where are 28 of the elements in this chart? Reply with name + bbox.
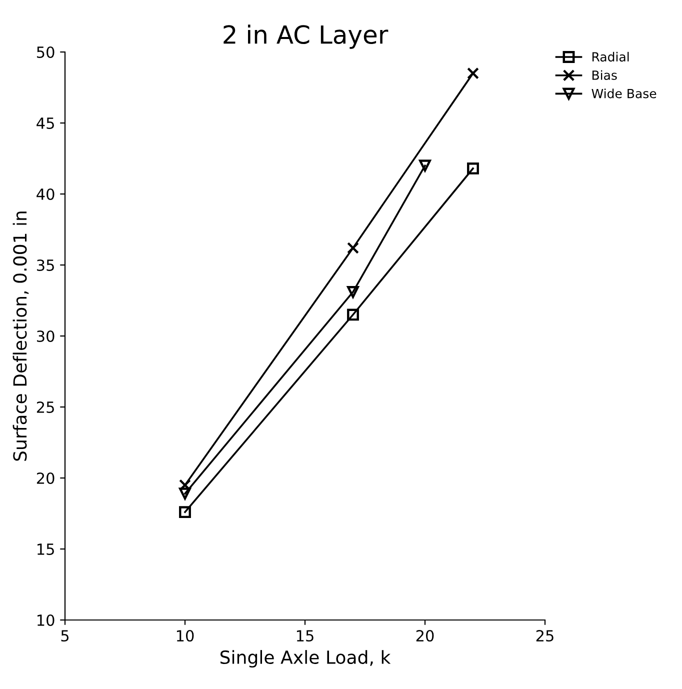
point [347, 286, 359, 298]
y-tick-label: 45 [36, 118, 54, 130]
x-tick-label: 10 [176, 630, 194, 642]
x-axis-title: Single Axle Load, k [220, 650, 391, 668]
x-tick-label: 20 [416, 630, 434, 642]
x-tick-label: 5 [61, 630, 69, 642]
y-tick-label: 25 [36, 401, 54, 414]
y-tick-label: 40 [36, 188, 54, 200]
y-axis-title: Surface Deflection, 0.001 in [12, 212, 29, 461]
y-tick-label: 20 [36, 472, 54, 484]
y-tick-label: 10 [38, 614, 54, 626]
point [347, 242, 359, 254]
y-tick-label: 50 [37, 46, 54, 58]
y-tick-label: 30 [37, 330, 54, 342]
point [467, 162, 479, 174]
x-tick-label: 25 [536, 630, 554, 642]
legend-label: Wide Base [592, 88, 656, 98]
point [419, 160, 431, 172]
y-tick-label: 15 [38, 544, 54, 556]
chart-title: 2 in AC Layer [224, 24, 388, 49]
point [347, 308, 359, 321]
point [467, 67, 479, 80]
y-tick-label: 35 [37, 259, 54, 272]
point [179, 488, 191, 500]
legend-label: Radial [592, 52, 629, 62]
legend-label: Bias [592, 70, 617, 80]
x-tick-label: 15 [296, 630, 314, 642]
point [179, 506, 191, 518]
